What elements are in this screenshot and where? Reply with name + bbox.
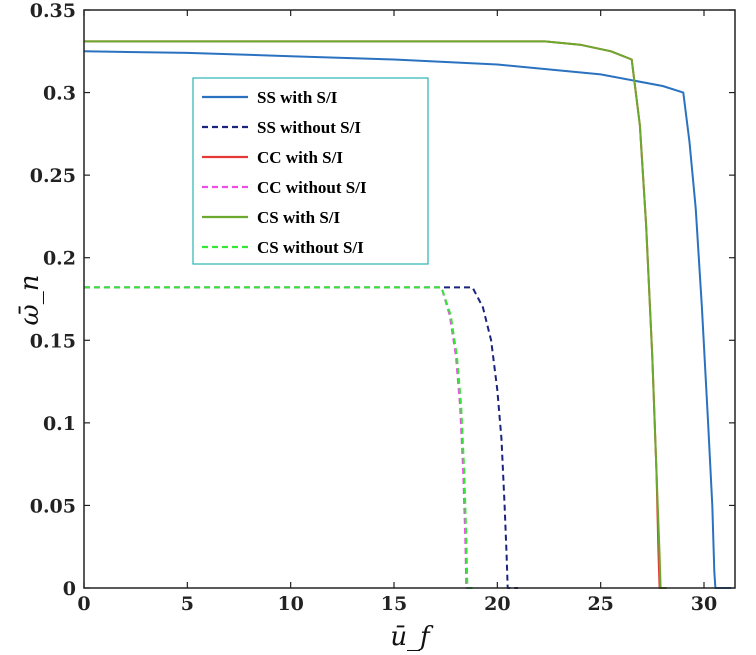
legend-label: CS without S/I [257, 238, 364, 257]
y-tick-label: 0.2 [43, 248, 76, 270]
y-tick-label: 0.15 [30, 330, 76, 352]
y-tick-label: 0 [63, 578, 76, 600]
x-tick-label: 15 [381, 593, 407, 615]
series-line-ss-without-s-i [84, 286, 518, 589]
tick-layer: 0 5 10 15 20 25 30 0 0.05 0.1 0.15 0.2 0.25 0.3 0.35 [30, 0, 735, 615]
y-tick-label: 0.05 [30, 495, 76, 517]
legend-label: SS with S/I [257, 88, 338, 107]
y-tick-label: 0.1 [43, 413, 76, 435]
y-tick-label: 0.35 [30, 0, 76, 22]
x-tick-label: 30 [691, 593, 717, 615]
series-line-cs-with-s-i [84, 40, 667, 589]
series-line-cs-without-s-i [84, 286, 473, 589]
series-layer [83, 40, 731, 589]
y-tick-label: 0.25 [30, 165, 76, 187]
legend: SS with S/I SS without S/I CC with S/I CC w… [192, 77, 429, 265]
legend-label: CS with S/I [257, 208, 341, 227]
x-tick-label: 20 [484, 593, 510, 615]
x-axis-label: ū_f [390, 622, 434, 652]
x-tick-label: 10 [277, 593, 303, 615]
plot-frame [83, 9, 736, 589]
legend-box [192, 77, 429, 265]
series-line-ss-with-s-i [83, 50, 731, 589]
x-tick-label: 25 [587, 593, 613, 615]
y-axis-label: ω̄_n [15, 275, 45, 326]
x-tick-label: 0 [77, 593, 90, 615]
legend-label: CC with S/I [257, 148, 343, 167]
y-tick-label: 0.3 [43, 83, 76, 105]
legend-label: SS without S/I [257, 118, 361, 137]
legend-label: CC without S/I [257, 178, 367, 197]
x-tick-label: 5 [181, 593, 194, 615]
